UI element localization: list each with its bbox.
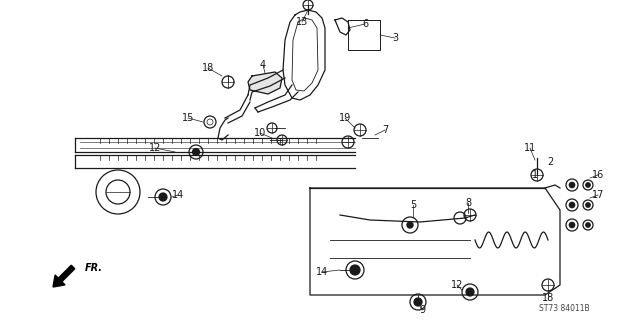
Text: 7: 7 [382,125,388,135]
Text: 14: 14 [172,190,184,200]
Text: 19: 19 [339,113,351,123]
Circle shape [350,265,360,275]
Circle shape [414,298,422,306]
Circle shape [159,193,167,201]
Circle shape [569,222,575,228]
Text: 3: 3 [392,33,398,43]
Circle shape [569,182,575,188]
Text: 4: 4 [260,60,266,70]
Text: FR.: FR. [85,263,103,273]
Circle shape [585,182,590,188]
Text: 12: 12 [451,280,463,290]
Text: 8: 8 [465,198,471,208]
Text: 17: 17 [592,190,604,200]
Text: 13: 13 [296,17,308,27]
Circle shape [585,203,590,207]
Text: 18: 18 [202,63,214,73]
Circle shape [192,148,199,156]
Text: 9: 9 [419,305,425,315]
Circle shape [585,222,590,228]
Circle shape [407,222,413,228]
Text: 6: 6 [362,19,368,29]
Text: 11: 11 [524,143,536,153]
Text: 18: 18 [542,293,554,303]
Text: 14: 14 [316,267,328,277]
Text: 15: 15 [182,113,194,123]
Text: 5: 5 [410,200,416,210]
Circle shape [569,202,575,208]
Circle shape [466,288,474,296]
Polygon shape [248,72,282,94]
Text: 12: 12 [149,143,161,153]
Text: 10: 10 [254,128,266,138]
FancyArrow shape [53,265,75,287]
Text: 2: 2 [547,157,553,167]
Text: 1: 1 [532,170,538,180]
Text: 16: 16 [592,170,604,180]
Text: ST73 84011B: ST73 84011B [540,304,590,313]
